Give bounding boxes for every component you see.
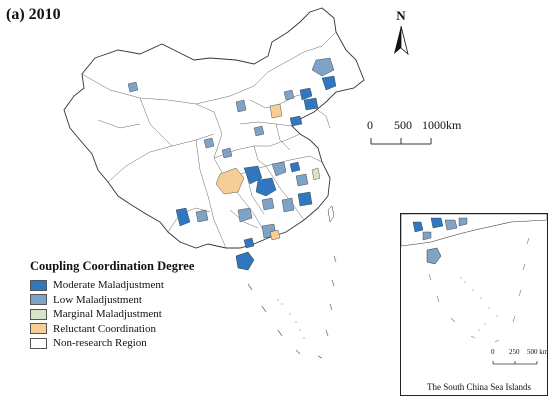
- region-low: [127, 81, 139, 93]
- inset-highlighted-regions: [412, 217, 468, 241]
- region-moderate: [289, 161, 301, 173]
- legend-item: Low Maladjustment: [30, 293, 220, 308]
- sea-boundary-dashes: [247, 255, 337, 359]
- region-low: [237, 207, 253, 223]
- map-title: (a) 2010: [6, 6, 61, 23]
- legend: Coupling Coordination Degree Moderate Ma…: [30, 259, 220, 351]
- region-moderate: [255, 177, 277, 197]
- highlighted-regions: [127, 57, 337, 249]
- inset-scale-label-0: 0: [491, 348, 495, 356]
- legend-label: Moderate Maladjustment: [53, 279, 164, 292]
- region-moderate: [243, 165, 263, 185]
- scale-bar: 0 500 1000km: [366, 118, 476, 158]
- region-marginal: [311, 167, 321, 181]
- swatch-moderate-icon: [30, 279, 47, 291]
- country-outline: [63, 7, 365, 249]
- legend-label: Non-research Region: [53, 337, 147, 350]
- scale-label-1000: 1000km: [422, 118, 462, 132]
- sea-islands: [277, 299, 305, 339]
- region-low: [295, 173, 309, 187]
- inset-scale-bar-graphic: [492, 361, 538, 365]
- legend-item: Non-research Region: [30, 336, 220, 351]
- legend-label: Marginal Maladjustment: [53, 308, 162, 321]
- region-low: [281, 197, 295, 213]
- inset-boundary-dashes: [428, 237, 530, 343]
- inset-caption: The South China Sea Islands: [427, 382, 531, 392]
- swatch-marginal-icon: [30, 308, 47, 320]
- region-low: [253, 125, 265, 137]
- region-moderate: [299, 87, 313, 101]
- swatch-low-icon: [30, 294, 47, 306]
- scale-label-0: 0: [367, 118, 373, 132]
- legend-item: Moderate Maladjustment: [30, 278, 220, 293]
- inset-map: [401, 214, 547, 365]
- region-moderate: [297, 191, 313, 207]
- legend-title: Coupling Coordination Degree: [30, 259, 195, 273]
- swatch-nonresearch-icon: [30, 337, 47, 349]
- region-boundaries: [81, 31, 337, 249]
- region-low: [235, 99, 247, 113]
- swatch-reluctant-icon: [30, 323, 47, 335]
- region-moderate: [311, 57, 335, 77]
- inset-scale-label-250: 250: [509, 348, 520, 356]
- region-moderate: [321, 75, 337, 91]
- region-reluctant: [269, 229, 281, 241]
- legend-label: Low Maladjustment: [53, 293, 142, 306]
- region-reluctant: [215, 167, 245, 195]
- region-low: [221, 147, 233, 159]
- region-low: [283, 89, 295, 101]
- region-low: [271, 161, 287, 177]
- north-arrow: N: [390, 8, 412, 24]
- region-low: [203, 137, 215, 149]
- inset-scale-bar: 0 250 500 km: [491, 348, 547, 368]
- region-moderate: [289, 115, 303, 127]
- scale-label-500: 500: [394, 118, 412, 132]
- region-reluctant: [269, 103, 283, 119]
- inset-scale-label-500: 500 km: [527, 348, 548, 356]
- taiwan-island: [327, 205, 335, 223]
- hainan-island: [235, 251, 255, 271]
- legend-label: Reluctant Coordination: [53, 322, 156, 335]
- legend-item: Marginal Maladjustment: [30, 307, 220, 322]
- north-arrow-icon: [394, 25, 409, 56]
- region-moderate: [243, 237, 255, 249]
- legend-item: Reluctant Coordination: [30, 322, 220, 337]
- region-moderate: [175, 207, 191, 227]
- south-china-sea-inset: 0 250 500 km The South China Sea Islands: [400, 213, 548, 396]
- region-low: [195, 209, 209, 223]
- scale-bar-graphic: [370, 138, 432, 145]
- region-moderate: [303, 97, 319, 111]
- inset-hainan-island: [426, 247, 442, 265]
- region-low: [261, 197, 275, 211]
- north-arrow-label: N: [396, 8, 406, 23]
- inset-islands: [460, 277, 498, 331]
